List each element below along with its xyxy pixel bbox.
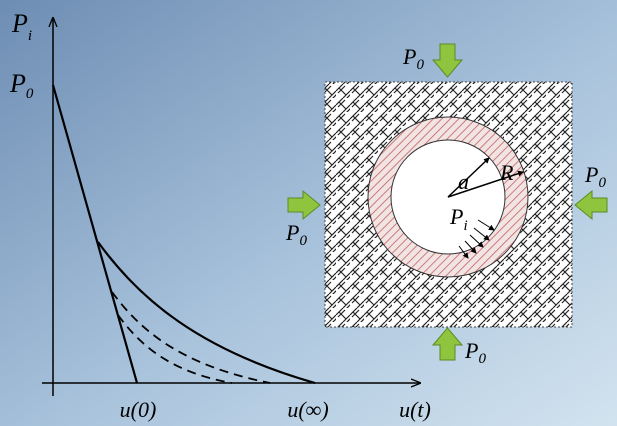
label-base: P (11, 9, 28, 38)
model: a R Pi P0 P0 P0 P0 (285, 43, 608, 367)
load-arrow-left (287, 189, 321, 221)
outer-radius-label: R (499, 160, 514, 185)
load-arrow-top (431, 43, 464, 78)
load-label: P0 (464, 338, 486, 367)
label-sub: 0 (478, 351, 486, 367)
pressure-arrows (458, 219, 495, 259)
radius-a (447, 157, 490, 198)
x-tick-label: u(∞) (287, 397, 328, 422)
label-sub: 0 (416, 57, 424, 73)
support-line (51, 84, 139, 384)
load-arrows (287, 43, 608, 361)
dashed-curve (111, 291, 271, 384)
label-sub: i (463, 218, 467, 234)
load-label: P0 (285, 220, 307, 249)
label-sub: i (28, 28, 32, 44)
load-label: P0 (584, 162, 606, 191)
label-base: P (9, 69, 26, 98)
x-axis-label: u(t) (399, 397, 431, 422)
inner-radius-label: a (458, 169, 469, 194)
load-arrow-right (574, 189, 608, 221)
label-sub: 0 (598, 175, 606, 191)
load-label: P0 (402, 44, 424, 73)
ground-curve (97, 241, 316, 385)
graph: Pi P0 u(0) u(∞) u(t) (9, 9, 431, 422)
label-base: P (285, 220, 299, 245)
internal-pressure-label: Pi (449, 204, 468, 234)
label-base: P (449, 204, 463, 229)
label-base: P (402, 44, 416, 69)
y-axis-label: Pi (11, 9, 32, 44)
x-tick-label: u(0) (120, 397, 157, 422)
y-intercept-label: P0 (9, 69, 34, 102)
radius-r (447, 170, 524, 198)
label-sub: 0 (299, 233, 307, 249)
label-base: P (584, 162, 598, 187)
load-arrow-bottom (431, 327, 464, 361)
label-base: P (464, 338, 478, 363)
label-sub: 0 (26, 86, 34, 102)
